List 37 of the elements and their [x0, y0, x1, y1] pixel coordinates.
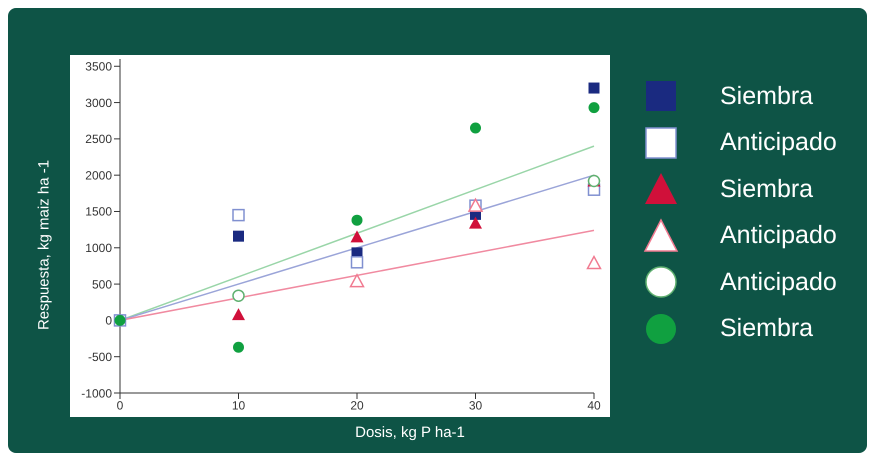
point [352, 214, 362, 226]
point [350, 256, 364, 269]
y-tick-label: 3500 [85, 60, 112, 74]
x-tick-label: 40 [587, 398, 601, 413]
point [350, 274, 364, 288]
legend-label: Anticipado [720, 128, 837, 158]
y-tick-label: -1000 [81, 386, 112, 400]
legend-label: Anticipado [720, 221, 837, 250]
point [588, 102, 600, 114]
point [233, 230, 244, 242]
y-tick-label: 1500 [85, 204, 112, 219]
y-tick-label: 1000 [85, 241, 112, 256]
point [588, 82, 600, 94]
point [232, 208, 245, 222]
legend-label: Anticipado [720, 268, 837, 297]
y-tick-label: 2500 [85, 132, 112, 146]
point [233, 342, 244, 353]
point [586, 256, 602, 270]
legend-label: Siembra [720, 314, 814, 344]
y-axis-title: Respuesta, kg maiz ha -1 [36, 160, 52, 330]
y-tick-label: 500 [92, 277, 112, 292]
x-tick-label: 20 [350, 398, 364, 413]
point [470, 122, 481, 134]
point [350, 230, 364, 242]
y-tick-label: 0 [105, 314, 112, 328]
y-tick-label: -500 [88, 350, 112, 364]
y-tick-label: 3000 [85, 96, 112, 110]
point [232, 308, 245, 320]
y-tick-label: 2000 [85, 168, 112, 182]
x-tick-label: 10 [232, 398, 246, 413]
x-tick-label: 30 [468, 398, 482, 413]
legend-label: Siembra [720, 82, 814, 111]
point [469, 216, 482, 229]
point [232, 289, 245, 302]
legend-label: Siembra [720, 174, 814, 204]
x-axis-title: Dosis, kg P ha-1 [354, 424, 466, 441]
x-tick-label: 0 [116, 398, 124, 413]
